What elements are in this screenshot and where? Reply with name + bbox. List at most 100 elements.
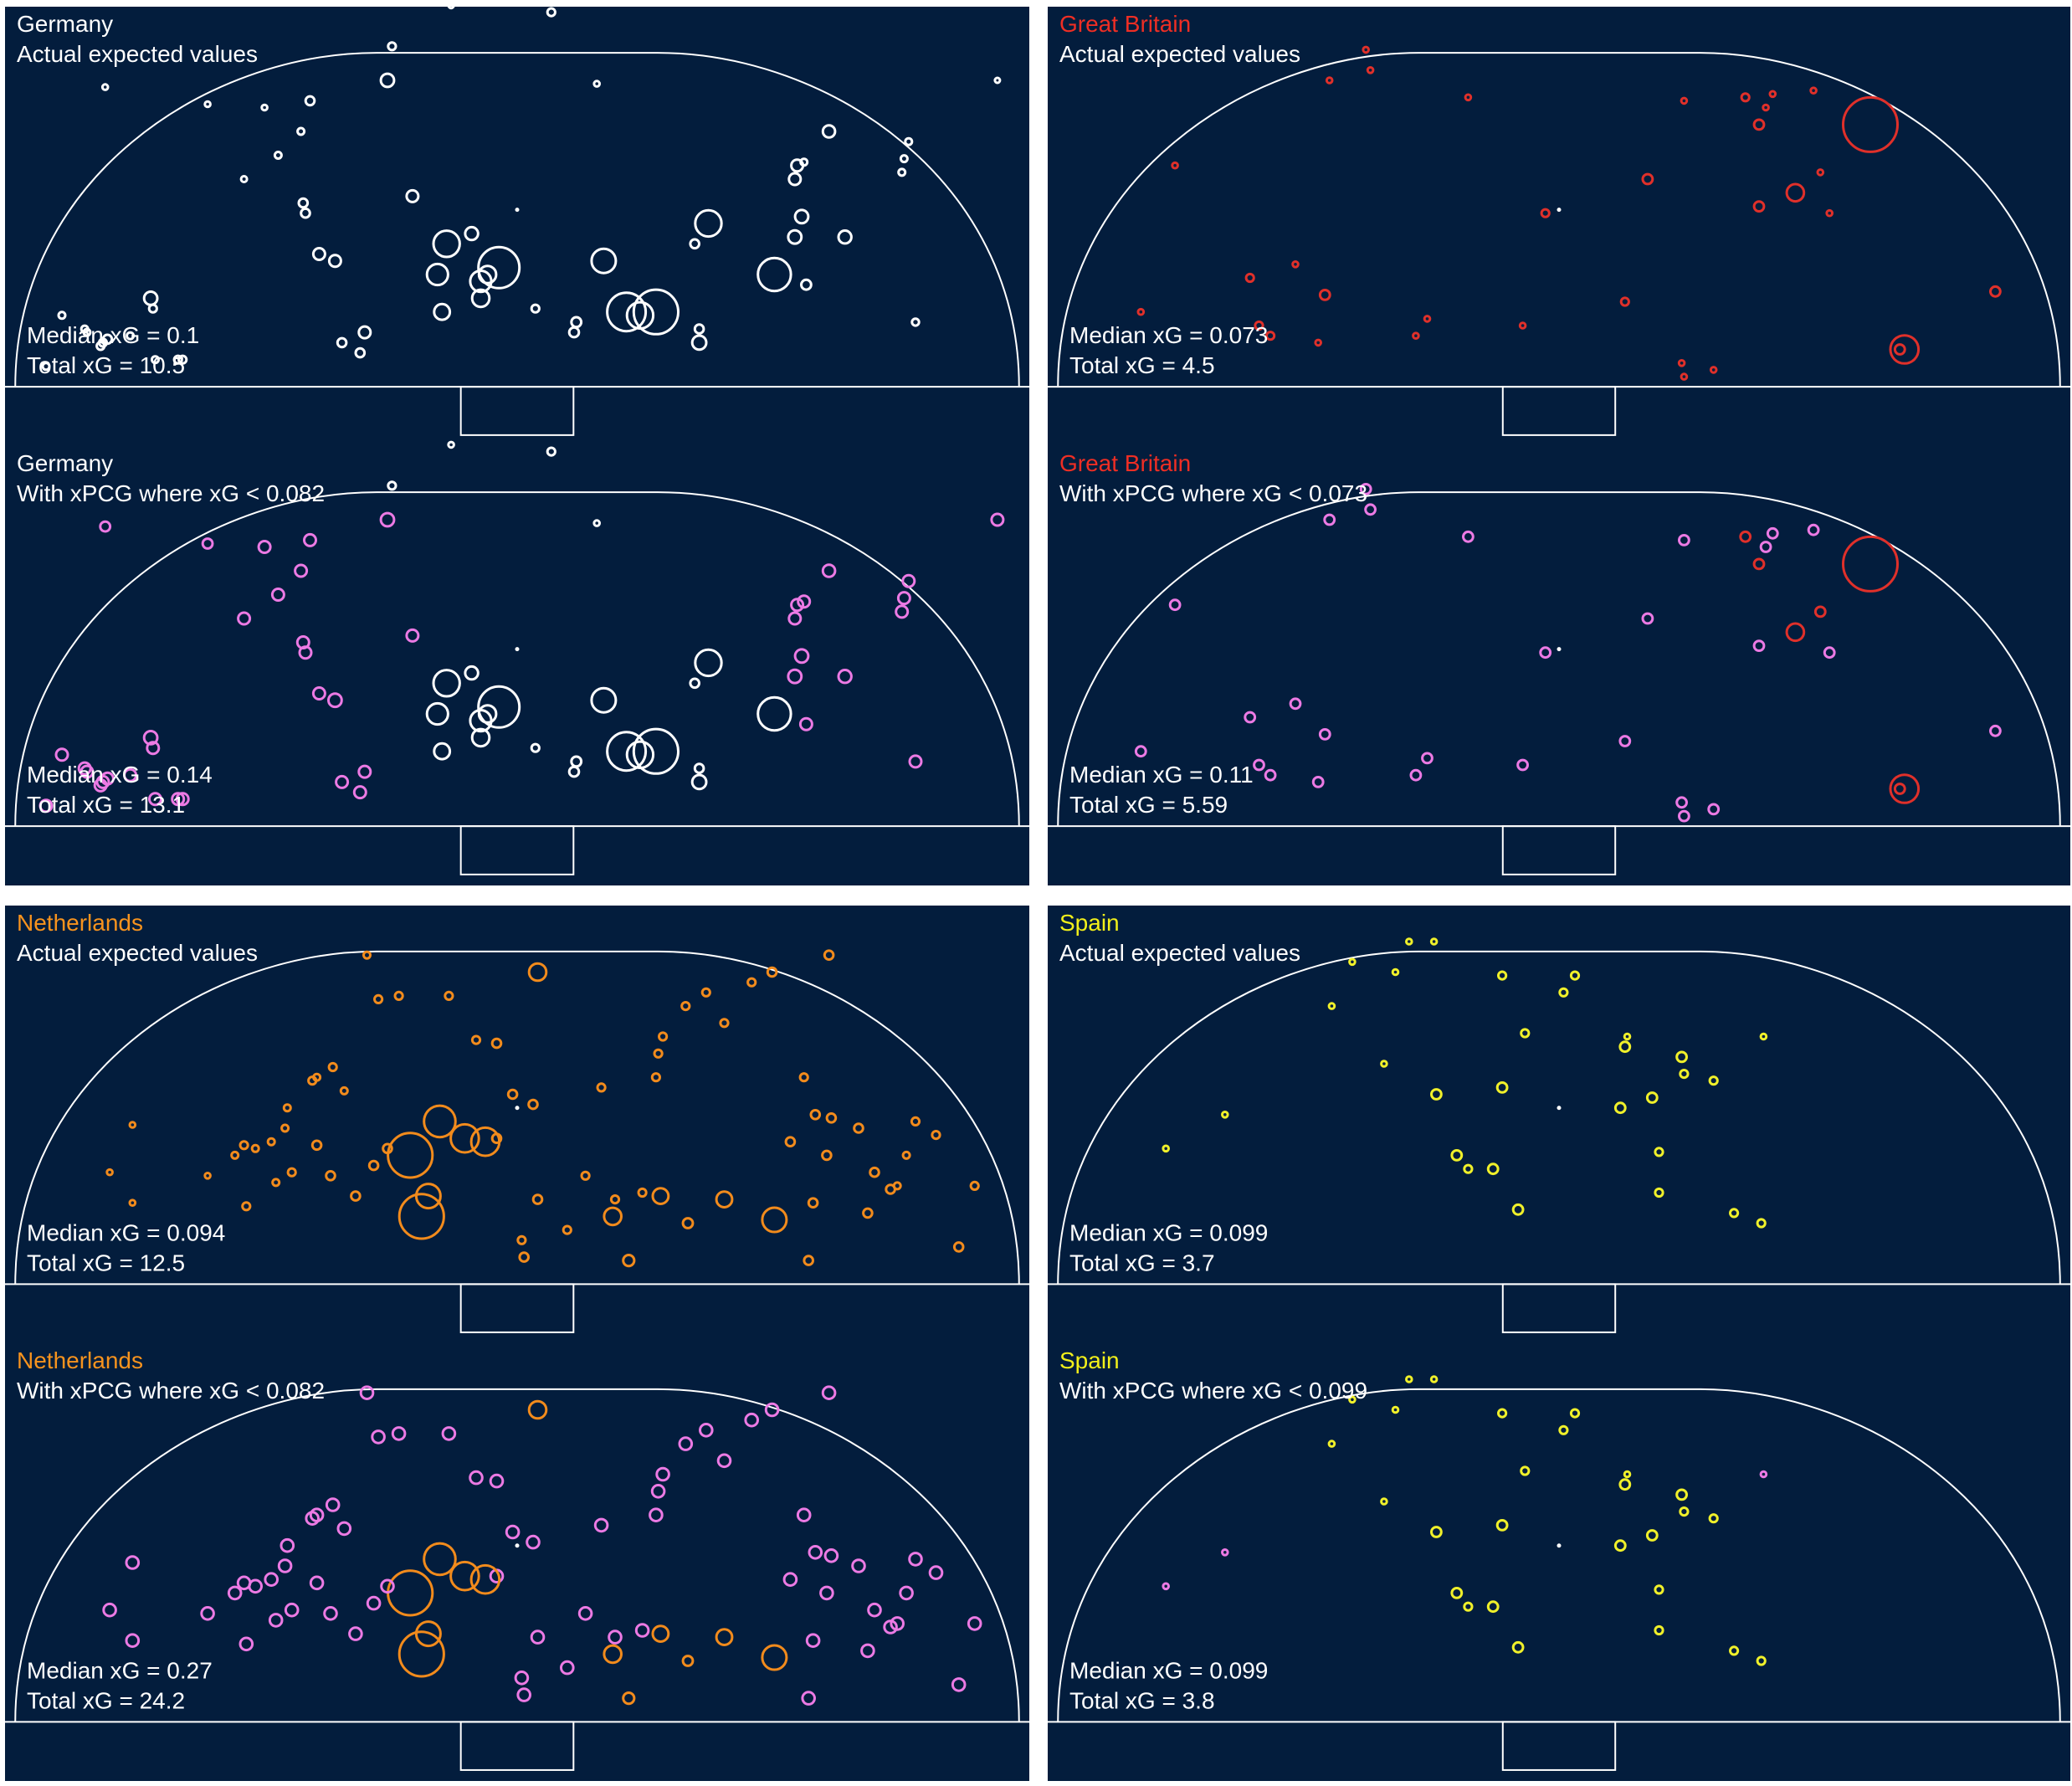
shot-marker bbox=[1311, 776, 1325, 788]
shot-marker bbox=[128, 1198, 137, 1207]
shot-marker bbox=[1366, 66, 1375, 74]
shot-marker bbox=[690, 773, 708, 791]
shot-marker bbox=[260, 103, 269, 112]
total-xg-label: Total xG = 10.5 bbox=[27, 352, 185, 378]
shot-marker bbox=[821, 563, 837, 578]
shot-marker bbox=[1816, 168, 1825, 177]
shot-marker bbox=[239, 175, 249, 183]
shot-marker bbox=[1540, 208, 1551, 218]
shot-marker bbox=[1618, 1478, 1632, 1491]
penalty-spot bbox=[1557, 208, 1562, 213]
shot-marker bbox=[655, 1466, 670, 1482]
shot-marker bbox=[1430, 1526, 1443, 1538]
shot-marker bbox=[761, 1206, 788, 1234]
team-name: Netherlands bbox=[17, 1347, 143, 1373]
shot-marker bbox=[1613, 1101, 1627, 1115]
shot-marker bbox=[1464, 93, 1473, 102]
shot-marker bbox=[853, 1122, 864, 1134]
shot-marker bbox=[632, 727, 680, 775]
shot-marker bbox=[560, 1660, 575, 1676]
shot-marker bbox=[309, 1575, 325, 1591]
shot-marker bbox=[1171, 161, 1179, 170]
shot-marker bbox=[325, 1170, 336, 1182]
shooting-circle-arc bbox=[14, 491, 1020, 827]
total-xg-label: Total xG = 13.1 bbox=[27, 792, 185, 818]
shot-marker bbox=[1244, 711, 1257, 724]
goal-box bbox=[1501, 386, 1617, 436]
shot-marker bbox=[1729, 1208, 1740, 1219]
shot-marker bbox=[1654, 1147, 1664, 1157]
shot-marker bbox=[1291, 260, 1300, 269]
shot-marker bbox=[990, 512, 1005, 527]
shot-marker bbox=[808, 1545, 823, 1560]
shot-marker bbox=[405, 188, 420, 203]
goal-box bbox=[459, 386, 575, 436]
shot-marker bbox=[860, 1643, 875, 1659]
shot-marker bbox=[257, 540, 272, 554]
shooting-circle-arc bbox=[1057, 950, 2061, 1285]
shot-marker bbox=[967, 1616, 982, 1631]
shot-marker bbox=[761, 1644, 788, 1671]
shot-marker bbox=[433, 742, 452, 761]
shot-marker bbox=[100, 771, 115, 786]
total-xg-label: Total xG = 5.59 bbox=[1069, 792, 1228, 818]
shot-marker bbox=[294, 563, 309, 578]
shot-marker bbox=[177, 354, 188, 365]
shot-marker bbox=[1380, 1060, 1388, 1068]
shot-marker bbox=[1679, 1069, 1690, 1080]
shot-marker bbox=[1168, 598, 1182, 612]
shot-marker bbox=[1569, 1408, 1581, 1419]
shot-marker bbox=[1809, 86, 1818, 95]
shot-marker bbox=[280, 1123, 290, 1133]
shot-marker bbox=[1289, 697, 1302, 711]
shot-marker bbox=[336, 336, 348, 349]
shot-marker bbox=[784, 1136, 797, 1147]
shot-marker bbox=[397, 1193, 445, 1240]
shot-marker bbox=[1520, 1465, 1531, 1476]
shot-marker bbox=[1709, 366, 1718, 374]
shot-marker bbox=[1842, 535, 1899, 593]
shot-marker bbox=[823, 1548, 839, 1563]
shot-marker bbox=[837, 669, 853, 685]
shot-marker bbox=[1348, 1395, 1357, 1404]
shot-marker bbox=[147, 303, 158, 314]
shot-marker bbox=[82, 327, 92, 337]
shot-marker bbox=[694, 208, 723, 239]
penalty-spot bbox=[515, 1543, 520, 1548]
shot-marker bbox=[241, 1201, 252, 1212]
shot-marker bbox=[1708, 1075, 1719, 1086]
shot-marker bbox=[530, 303, 541, 314]
shot-marker bbox=[101, 333, 114, 346]
shot-marker bbox=[580, 1170, 591, 1181]
shot-marker bbox=[200, 1606, 215, 1621]
median-xg-label: Median xG = 0.073 bbox=[1069, 322, 1268, 348]
shot-marker bbox=[570, 316, 583, 329]
shot-marker bbox=[1359, 483, 1372, 495]
shot-marker bbox=[590, 686, 618, 714]
shot-marker bbox=[1740, 92, 1751, 103]
shooting-circle-arc bbox=[1057, 1388, 2061, 1722]
shot-marker bbox=[1678, 809, 1690, 823]
shot-marker bbox=[382, 1142, 393, 1155]
shot-marker bbox=[1679, 1506, 1690, 1517]
shot-marker bbox=[423, 1542, 457, 1577]
shot-marker bbox=[146, 741, 161, 756]
panel-background bbox=[1048, 7, 2070, 885]
goal-box bbox=[1501, 1721, 1617, 1771]
shot-marker bbox=[350, 1190, 362, 1202]
shot-marker bbox=[99, 520, 112, 533]
shot-marker bbox=[901, 573, 916, 588]
shot-marker bbox=[1807, 523, 1820, 536]
shot-marker bbox=[1752, 557, 1766, 571]
panel-subtitle: Actual expected values bbox=[17, 940, 258, 966]
shot-marker bbox=[678, 1436, 694, 1451]
shot-marker bbox=[1253, 758, 1265, 772]
shot-marker bbox=[1641, 172, 1654, 186]
shot-marker bbox=[764, 1402, 780, 1418]
penalty-spot bbox=[1557, 1106, 1562, 1111]
shot-marker bbox=[264, 1572, 280, 1587]
shot-marker bbox=[367, 1159, 380, 1172]
shot-marker bbox=[405, 628, 420, 643]
shot-marker bbox=[1823, 646, 1836, 659]
shot-marker bbox=[799, 157, 809, 167]
